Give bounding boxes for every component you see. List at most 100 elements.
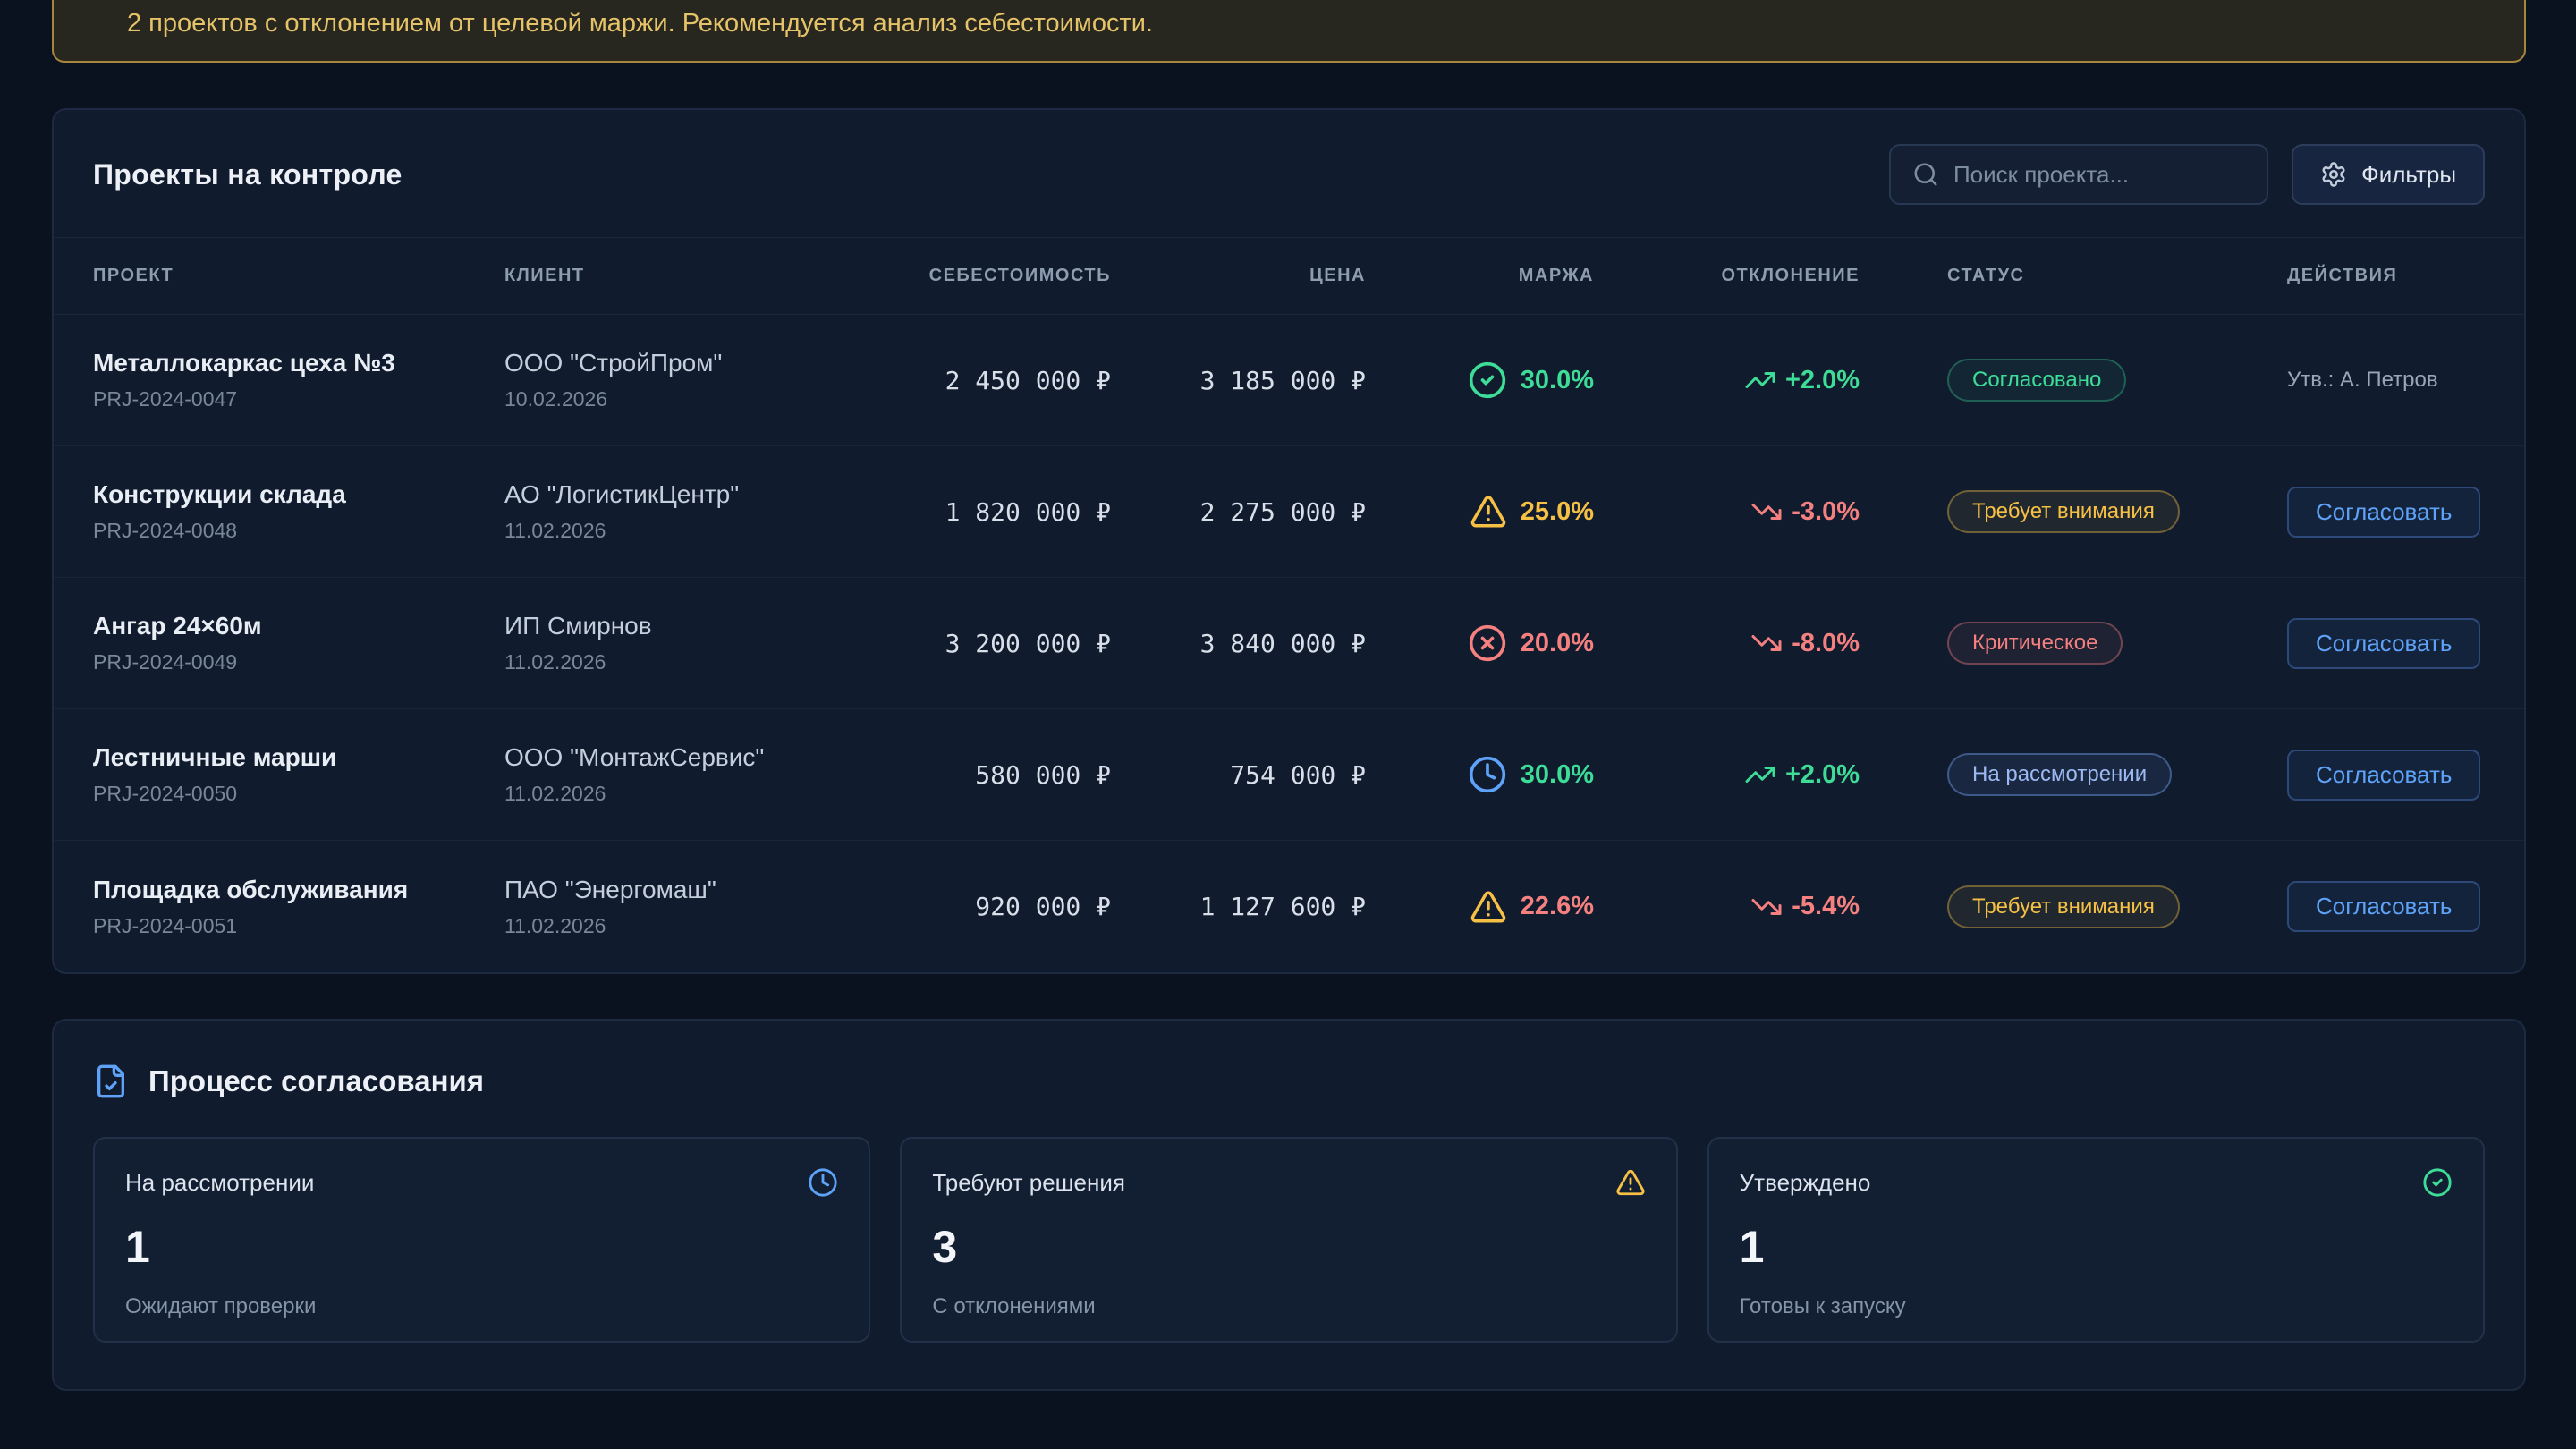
table-row: Металлокаркас цеха №3 PRJ-2024-0047 ООО … — [54, 315, 2524, 446]
alert-triangle-icon — [1615, 1167, 1646, 1198]
trending-down-icon — [1750, 891, 1783, 923]
card-label: Утверждено — [1739, 1168, 1871, 1196]
client-name: ИП Смирнов — [504, 612, 652, 640]
projects-panel-title: Проекты на контроле — [93, 157, 402, 191]
alert-triangle-icon — [1470, 888, 1507, 926]
alert-banner-message: 2 проектов с отклонением от целевой марж… — [127, 9, 1153, 38]
card-approved: Утверждено 1 Готовы к запуску — [1707, 1137, 2485, 1343]
column-header-price: ЦЕНА — [1309, 266, 1366, 285]
table-header-row: ПРОЕКТ КЛИЕНТ СЕБЕСТОИМОСТЬ ЦЕНА МАРЖА О… — [54, 237, 2524, 315]
status-badge: Требует внимания — [1947, 490, 2180, 533]
card-in-review: На рассмотрении 1 Ожидают проверки — [93, 1137, 871, 1343]
deviation-value: -3.0% — [1792, 496, 1860, 526]
card-value: 1 — [1739, 1222, 1765, 1272]
clock-icon — [808, 1167, 838, 1198]
filters-button[interactable]: Фильтры — [2291, 144, 2485, 205]
margin-value: 20.0% — [1520, 628, 1594, 657]
column-header-project: ПРОЕКТ — [93, 266, 174, 285]
x-circle-icon — [1468, 623, 1507, 663]
card-subtitle: Готовы к запуску — [1739, 1294, 1906, 1318]
status-badge: Согласовано — [1947, 359, 2127, 402]
alert-banner: 2 проектов с отклонением от целевой марж… — [52, 0, 2526, 63]
approval-panel-header: Процесс согласования — [93, 1063, 2485, 1099]
status-badge: На рассмотрении — [1947, 753, 2173, 796]
card-subtitle: С отклонениями — [932, 1294, 1096, 1318]
approved-by-text: Утв.: А. Петров — [2287, 368, 2438, 392]
approve-button[interactable]: Согласовать — [2287, 881, 2481, 932]
project-date: 11.02.2026 — [504, 519, 606, 542]
deviation-value: -5.4% — [1792, 892, 1860, 920]
table-row: Площадка обслуживания PRJ-2024-0051 ПАО … — [54, 841, 2524, 972]
deviation-value: +2.0% — [1784, 365, 1860, 394]
alert-triangle-icon — [1470, 493, 1507, 530]
client-name: АО "ЛогистикЦентр" — [504, 480, 740, 508]
project-name: Ангар 24×60м — [93, 612, 262, 640]
search-icon — [1912, 161, 1939, 188]
status-badge: Критическое — [1947, 622, 2123, 665]
project-name: Металлокаркас цеха №3 — [93, 349, 395, 377]
cost-value: 920 000 ₽ — [975, 892, 1111, 921]
project-date: 11.02.2026 — [504, 650, 606, 674]
column-header-client: КЛИЕНТ — [504, 266, 585, 285]
card-value: 3 — [932, 1222, 958, 1272]
project-id: PRJ-2024-0049 — [93, 650, 238, 674]
filters-button-label: Фильтры — [2360, 160, 2456, 188]
project-id: PRJ-2024-0050 — [93, 782, 238, 805]
margin-value: 25.0% — [1520, 496, 1594, 526]
column-header-deviation: ОТКЛОНЕНИЕ — [1721, 266, 1860, 285]
projects-panel-tools: Фильтры — [1888, 144, 2485, 205]
deviation-value: +2.0% — [1784, 759, 1860, 789]
price-value: 3 185 000 ₽ — [1199, 365, 1366, 395]
project-search[interactable] — [1888, 144, 2268, 205]
deviation-value: -8.0% — [1792, 628, 1860, 657]
card-label: Требуют решения — [932, 1168, 1125, 1196]
approval-panel: Процесс согласования На рассмотрении 1 О… — [52, 1019, 2526, 1391]
approve-button[interactable]: Согласовать — [2287, 749, 2481, 801]
project-name: Лестничные марши — [93, 743, 337, 771]
project-date: 11.02.2026 — [504, 782, 606, 805]
client-name: ООО "МонтажСервис" — [504, 743, 765, 771]
column-header-margin: МАРЖА — [1518, 266, 1594, 285]
projects-panel-header: Проекты на контроле Фильтры — [54, 110, 2524, 237]
price-value: 754 000 ₽ — [1230, 759, 1366, 790]
project-name: Площадка обслуживания — [93, 875, 409, 903]
client-name: ООО "СтройПром" — [504, 349, 723, 377]
margin-value: 30.0% — [1520, 759, 1594, 789]
trending-up-icon — [1744, 758, 1776, 791]
card-needs-decision: Требуют решения 3 С отклонениями — [900, 1137, 1678, 1343]
table-row: Лестничные марши PRJ-2024-0050 ООО "Монт… — [54, 709, 2524, 841]
project-id: PRJ-2024-0051 — [93, 913, 238, 937]
projects-panel: Проекты на контроле Фильтры ПРОЕКТ КЛИЕН… — [52, 108, 2526, 974]
project-name: Конструкции склада — [93, 480, 346, 508]
price-value: 2 275 000 ₽ — [1199, 496, 1366, 527]
cost-value: 3 200 000 ₽ — [945, 628, 1111, 658]
table-row: Ангар 24×60м PRJ-2024-0049 ИП Смирнов 11… — [54, 578, 2524, 709]
cost-value: 2 450 000 ₽ — [945, 365, 1111, 395]
status-badge: Требует внимания — [1947, 885, 2180, 928]
cost-value: 580 000 ₽ — [975, 759, 1111, 790]
margin-value: 30.0% — [1520, 365, 1594, 394]
approve-button[interactable]: Согласовать — [2287, 486, 2481, 538]
gear-icon — [2320, 161, 2347, 188]
check-circle-icon — [2422, 1167, 2453, 1198]
search-input[interactable] — [1953, 160, 2253, 189]
trending-up-icon — [1744, 364, 1776, 396]
margin-value: 22.6% — [1520, 892, 1594, 920]
card-subtitle: Ожидают проверки — [125, 1294, 317, 1318]
project-date: 11.02.2026 — [504, 913, 606, 937]
approval-cards: На рассмотрении 1 Ожидают проверки Требу… — [93, 1137, 2485, 1343]
card-label: На рассмотрении — [125, 1168, 315, 1196]
project-id: PRJ-2024-0048 — [93, 519, 238, 542]
price-value: 1 127 600 ₽ — [1199, 892, 1366, 921]
client-name: ПАО "Энергомаш" — [504, 875, 716, 903]
column-header-cost: СЕБЕСТОИМОСТЬ — [928, 266, 1111, 285]
approve-button[interactable]: Согласовать — [2287, 617, 2481, 669]
clock-icon — [1468, 755, 1507, 794]
project-date: 10.02.2026 — [504, 387, 608, 411]
card-value: 1 — [125, 1222, 150, 1272]
file-check-icon — [93, 1063, 129, 1099]
approval-panel-title: Процесс согласования — [148, 1064, 485, 1097]
cost-value: 1 820 000 ₽ — [945, 496, 1111, 527]
table-row: Конструкции склада PRJ-2024-0048 АО "Лог… — [54, 446, 2524, 578]
trending-down-icon — [1750, 627, 1783, 659]
